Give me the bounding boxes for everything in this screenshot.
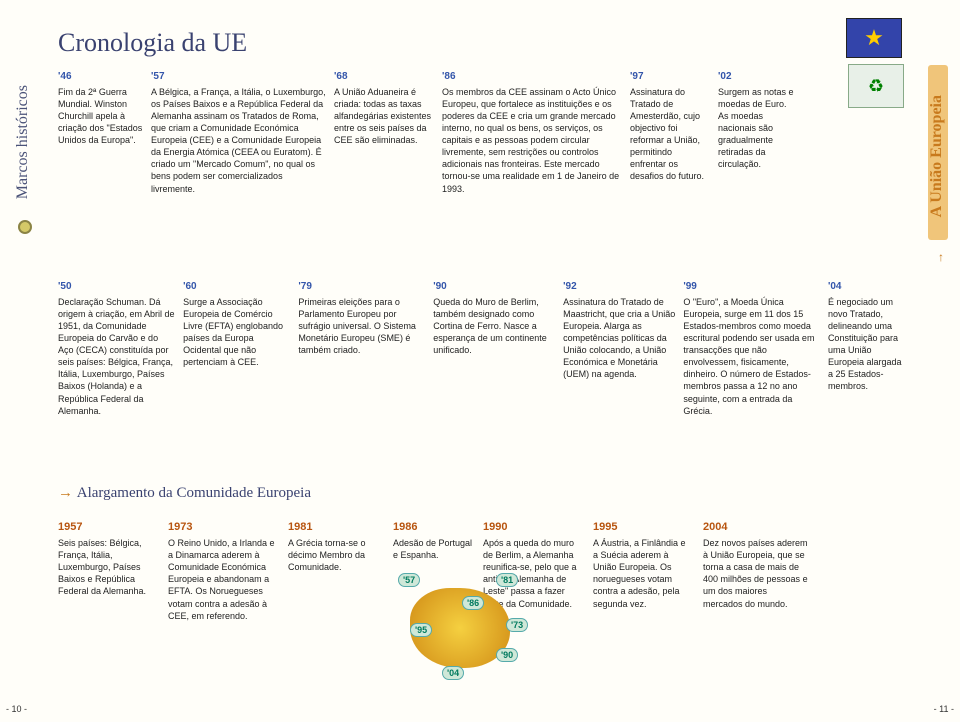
event-text: Os membros da CEE assinam o Acto Único E… [442,86,622,195]
event-year: 1986 [393,520,473,535]
side-label-left: Marcos históricos [14,85,32,199]
map-year-chip: '86 [462,596,484,610]
timeline-event: '68 A União Aduaneira é criada: todas as … [334,70,434,195]
event-year: '02 [718,70,798,84]
timeline-event: '97 Assinatura do Tratado de Amesterdão, … [630,70,710,195]
event-text: A Bélgica, a França, a Itália, o Luxembu… [151,86,326,195]
event-text: Surgem as notas e moedas de Euro. As moe… [718,86,798,171]
timeline-event: '60 Surge a Associação Europeia de Comérc… [183,280,290,417]
side-dot [18,220,32,234]
timeline-event: '50 Declaração Schuman. Dá origem à criaç… [58,280,175,417]
map-year-chip: '81 [496,573,518,587]
map-year-chip: '73 [506,618,528,632]
event-text: Assinatura do Tratado de Maastricht, que… [563,296,675,381]
event-year: 1981 [288,520,383,535]
map-year-chip: '95 [410,623,432,637]
timeline-event: '90 Queda do Muro de Berlim, também desig… [433,280,555,417]
event-year: '99 [683,280,820,294]
timeline-event: '99 O "Euro", a Moeda Única Europeia, sur… [683,280,820,417]
event-year: '04 [828,280,906,294]
page-title: Cronologia da UE [58,28,247,58]
recycle-icon: ♻ [848,64,904,108]
timeline-event: '79 Primeiras eleições para o Parlamento … [298,280,425,417]
bottom-timeline-row: '50 Declaração Schuman. Dá origem à criaç… [58,280,906,417]
event-text: O "Euro", a Moeda Única Europeia, surge … [683,296,820,417]
event-text: Queda do Muro de Berlim, também designad… [433,296,555,357]
event-text: Dez novos países aderem à União Europeia… [703,537,808,610]
timeline-event: '92 Assinatura do Tratado de Maastricht, … [563,280,675,417]
timeline-event: 1973 O Reino Unido, a Irlanda e a Dinamar… [168,520,278,622]
arrow-icon: ↑ [938,250,944,264]
map-year-chip: '90 [496,648,518,662]
event-text: Assinatura do Tratado de Amesterdão, cuj… [630,86,710,183]
timeline-event: 1995 A Áustria, a Finlândia e a Suécia ad… [593,520,693,622]
event-text: Primeiras eleições para o Parlamento Eur… [298,296,425,357]
event-year: '68 [334,70,434,84]
timeline-event: 2004 Dez novos países aderem à União Euro… [703,520,808,622]
map-year-chip: '57 [398,573,420,587]
event-year: '97 [630,70,710,84]
map-year-chip: '04 [442,666,464,680]
event-year: 1990 [483,520,583,535]
enlargement-header: Alargamento da Comunidade Europeia [58,485,311,502]
event-text: Surge a Associação Europeia de Comércio … [183,296,290,369]
timeline-event: '04 É negociado um novo Tratado, delinean… [828,280,906,417]
event-year: '60 [183,280,290,294]
event-year: '79 [298,280,425,294]
event-year: 1995 [593,520,693,535]
timeline-event: '46 Fim da 2ª Guerra Mundial. Winston Chu… [58,70,143,195]
event-year: '50 [58,280,175,294]
event-year: '86 [442,70,622,84]
top-timeline-row: '46 Fim da 2ª Guerra Mundial. Winston Chu… [58,70,838,195]
event-year: 1957 [58,520,158,535]
side-label-right: A União Europeia [928,95,946,217]
eu-map-graphic: '81 '86 '95 '73 '90 '04 '57 [380,558,550,698]
event-year: '46 [58,70,143,84]
event-year: 1973 [168,520,278,535]
event-text: É negociado um novo Tratado, delineando … [828,296,906,393]
event-text: Fim da 2ª Guerra Mundial. Winston Church… [58,86,143,147]
event-year: 2004 [703,520,808,535]
event-year: '92 [563,280,675,294]
timeline-event: '86 Os membros da CEE assinam o Acto Únic… [442,70,622,195]
timeline-event: '57 A Bélgica, a França, a Itália, o Luxe… [151,70,326,195]
event-text: A União Aduaneira é criada: todas as tax… [334,86,434,147]
page-number-left: - 10 - [6,704,27,714]
event-text: Declaração Schuman. Dá origem à criação,… [58,296,175,417]
timeline-event: 1957 Seis países: Bélgica, França, Itália… [58,520,158,622]
event-text: Seis países: Bélgica, França, Itália, Lu… [58,537,158,598]
timeline-event: 1981 A Grécia torna-se o décimo Membro da… [288,520,383,622]
event-year: '57 [151,70,326,84]
page-number-right: - 11 - [934,704,954,714]
timeline-event: '02 Surgem as notas e moedas de Euro. As … [718,70,798,195]
event-text: A Áustria, a Finlândia e a Suécia aderem… [593,537,693,610]
event-text: O Reino Unido, a Irlanda e a Dinamarca a… [168,537,278,622]
eu-flag-icon: ★ [846,18,902,58]
event-year: '90 [433,280,555,294]
event-text: A Grécia torna-se o décimo Membro da Com… [288,537,383,573]
